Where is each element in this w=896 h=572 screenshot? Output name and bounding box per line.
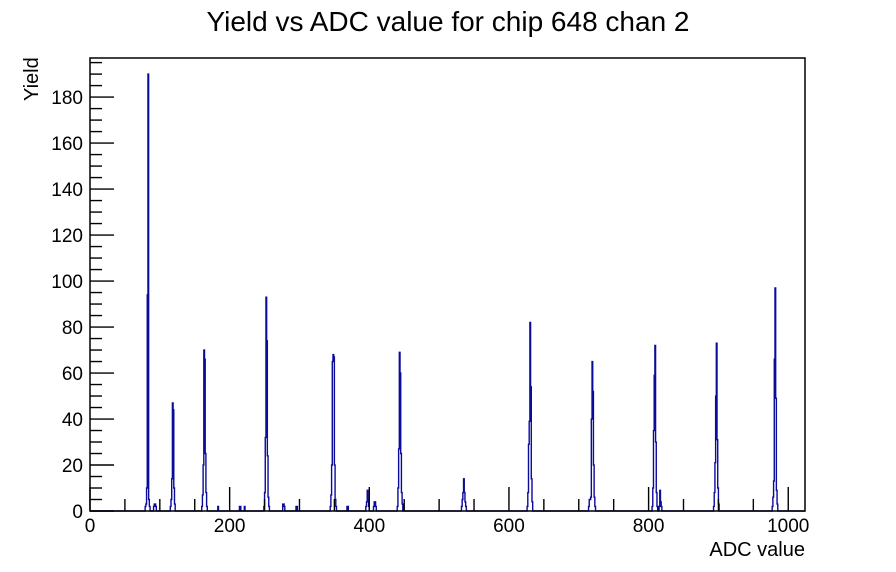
y-tick-label: 0 [72,502,83,523]
y-tick-label: 60 [62,364,83,385]
axes-layer [89,57,806,512]
y-tick-label: 100 [51,272,83,293]
y-axis-title: Yield [21,57,43,101]
x-tick-label: 0 [85,516,96,537]
x-tick-label: 600 [493,516,525,537]
x-axis-title: ADC value [709,539,805,561]
tick-labels-layer: 0 200 400 600 800 1000 0 20 40 60 80 100 120 140 160 18… [51,88,809,537]
y-tick-label: 40 [62,410,83,431]
chart-title: Yield vs ADC value for chip 648 chan 2 [206,6,689,37]
plot-frame [89,57,806,512]
x-tick-label: 800 [633,516,665,537]
x-tick-label: 1000 [767,516,809,537]
x-tick-label: 400 [353,516,385,537]
y-tick-label: 120 [51,226,83,247]
y-tick-label: 20 [62,456,83,477]
y-tick-label: 180 [51,88,83,109]
y-tick-label: 140 [51,180,83,201]
histogram-line [90,73,805,512]
y-tick-label: 160 [51,134,83,155]
y-tick-label: 80 [62,318,83,339]
x-tick-label: 200 [214,516,246,537]
